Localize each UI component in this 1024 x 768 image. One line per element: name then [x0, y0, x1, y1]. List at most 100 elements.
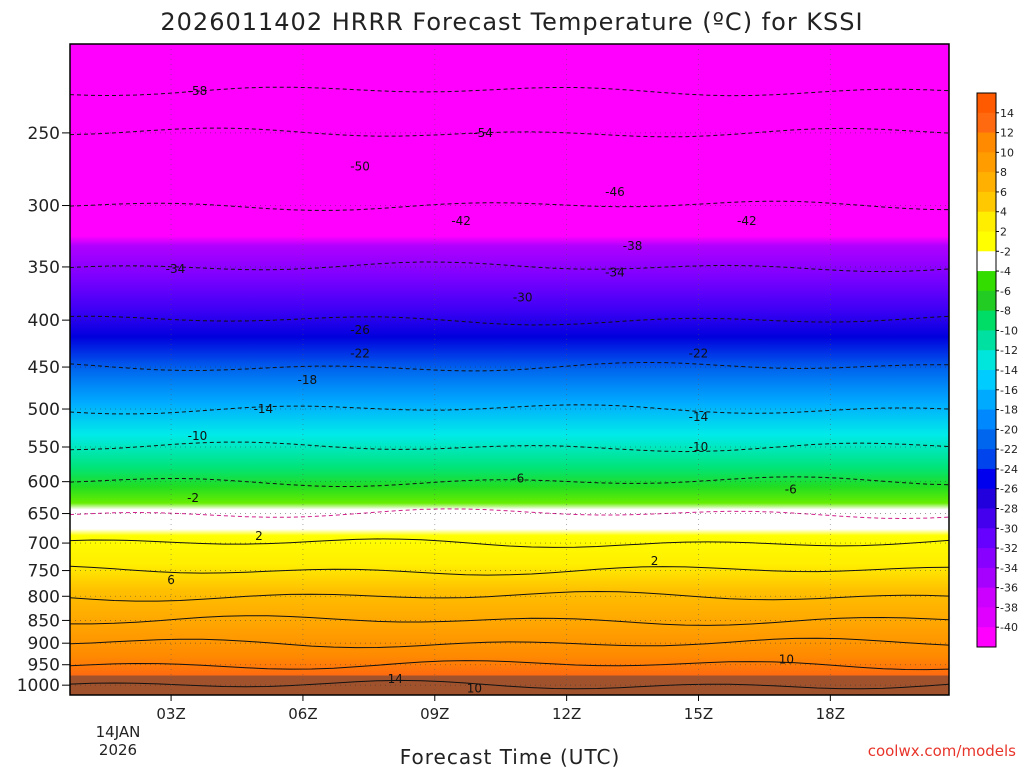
- colorbar-tick-5: 4: [1000, 206, 1007, 219]
- colorbar-tick-22: -32: [1000, 542, 1018, 555]
- colorbar-tick-17: -22: [1000, 443, 1018, 456]
- colorbar-swatch-9: [977, 271, 996, 292]
- y-tick-650: 650: [28, 505, 60, 525]
- contour-label-13: -18: [298, 373, 318, 387]
- y-axis: 250 300 350 400 450 500 550 600 650 700 750 800 850 9…: [17, 124, 70, 696]
- contour-label-0: -58: [188, 84, 208, 98]
- colorbar-swatch-27: [977, 627, 996, 648]
- contour-line-750: [70, 565, 949, 576]
- colorbar-tick-20: -28: [1000, 503, 1018, 516]
- colorbar-tick-6: 2: [1000, 226, 1007, 239]
- contour-label-20: -2: [187, 491, 199, 505]
- colorbar-tick-11: -10: [1000, 324, 1018, 337]
- colorbar-swatch-15: [977, 389, 996, 411]
- colorbar-swatch-4: [977, 172, 996, 193]
- colorbar-tick-13: -14: [1000, 364, 1018, 377]
- y-tick-250: 250: [28, 124, 60, 144]
- contour-label-17: -10: [689, 440, 709, 454]
- y-tick-450: 450: [28, 358, 60, 378]
- contour-lines: [70, 86, 949, 690]
- contour-label-18: -6: [512, 471, 524, 485]
- contour-label-25: 14: [388, 672, 403, 686]
- colorbar-tick-8: -4: [1000, 265, 1011, 278]
- y-tick-800: 800: [28, 587, 60, 607]
- x-tick-15Z: 15Z: [684, 705, 713, 723]
- colorbar-tick-15: -18: [1000, 404, 1018, 417]
- contour-line-900: [70, 637, 949, 649]
- colorbar-swatch-10: [977, 290, 996, 312]
- temperature-field: [70, 44, 949, 695]
- contour-line-950: [70, 660, 949, 671]
- x-tick-09Z: 09Z: [420, 705, 449, 723]
- colorbar-tick-1: 12: [1000, 127, 1014, 140]
- x-tick-03Z: 03Z: [156, 705, 185, 723]
- colorbar-swatch-23: [977, 548, 996, 569]
- x-tick-date-line1: 14JAN: [96, 723, 141, 741]
- y-tick-700: 700: [28, 534, 60, 554]
- contour-label-24: 10: [779, 653, 794, 667]
- colorbar-swatch-19: [977, 468, 996, 490]
- colorbar-tick-16: -20: [1000, 423, 1018, 436]
- contour-line-850: [70, 615, 949, 626]
- colorbar-tick-18: -24: [1000, 463, 1018, 476]
- colorbar-swatch-20: [977, 488, 996, 509]
- y-tick-400: 400: [28, 311, 60, 331]
- colorbar-tick-0: 14: [1000, 107, 1014, 120]
- colorbar-tick-19: -26: [1000, 483, 1018, 496]
- colorbar-swatch-6: [977, 211, 996, 232]
- contour-label-26: 10: [467, 681, 482, 695]
- contour-line-1000: [70, 679, 949, 690]
- contour-label-14: -14: [254, 402, 274, 416]
- colorbar-tick-2: 10: [1000, 146, 1014, 159]
- contour-label-2: -50: [350, 159, 370, 173]
- y-tick-1000: 1000: [17, 676, 60, 696]
- colorbar-swatch-26: [977, 607, 996, 628]
- contour-label-15: -14: [689, 410, 709, 424]
- y-tick-750: 750: [28, 562, 60, 582]
- colorbar-swatch-12: [977, 330, 996, 351]
- colorbar-tick-12: -12: [1000, 344, 1018, 357]
- colorbar-swatch-18: [977, 449, 996, 470]
- x-axis-label: Forecast Time (UTC): [400, 745, 621, 768]
- colorbar-tick-21: -30: [1000, 522, 1018, 535]
- y-tick-350: 350: [28, 258, 60, 278]
- contour-label-9: -30: [513, 291, 533, 305]
- y-tick-850: 850: [28, 611, 60, 631]
- contour-label-1: -54: [473, 126, 493, 140]
- colorbar-swatch-16: [977, 409, 996, 430]
- contour-label-6: -38: [623, 239, 643, 253]
- contour-label-5: -42: [737, 214, 757, 228]
- y-tick-550: 550: [28, 438, 60, 458]
- contour-line-700: [70, 538, 949, 548]
- colorbar-tick-4: 6: [1000, 186, 1007, 199]
- colorbar-swatch-7: [977, 231, 996, 252]
- colorbar-tick-7: -2: [1000, 245, 1011, 258]
- contour-labels: -58-54-50-46-42 -42-38-34 -34-30-26-22 -22-…: [166, 84, 797, 695]
- x-tick-date-line2: 2026: [99, 741, 137, 759]
- y-tick-900: 900: [28, 634, 60, 654]
- x-tick-12Z: 12Z: [552, 705, 581, 723]
- colorbar-swatch-17: [977, 429, 996, 450]
- colorbar-swatch-13: [977, 350, 996, 371]
- contour-label-12: -22: [689, 347, 709, 361]
- colorbar-tick-3: 8: [1000, 166, 1007, 179]
- contour-label-4: -42: [451, 214, 471, 228]
- colorbar-tick-14: -16: [1000, 384, 1018, 397]
- colorbar-swatch-0: [977, 93, 996, 114]
- colorbar-swatch-24: [977, 567, 996, 589]
- chart-title: 2026011402 HRRR Forecast Temperature (ºC…: [160, 8, 863, 36]
- colorbar-swatch-22: [977, 528, 996, 549]
- colorbar-tick-25: -38: [1000, 601, 1018, 614]
- contour-line-800: [70, 590, 949, 602]
- colorbar-swatch-2: [977, 132, 996, 153]
- contour-label-7: -34: [166, 262, 186, 276]
- credit-text: coolwx.com/models: [868, 742, 1016, 760]
- colorbar-tick-23: -34: [1000, 562, 1018, 575]
- y-tick-300: 300: [28, 197, 60, 217]
- contour-label-8: -34: [605, 266, 625, 280]
- colorbar: 14 12 10 8 6 4 2 -2 -4 -6 -8 -10 -12 -14 -16 -18 -20 -22 -…: [976, 92, 1018, 648]
- colorbar-swatch-1: [977, 112, 996, 134]
- plot-grid: [70, 44, 949, 695]
- colorbar-swatch-8: [977, 251, 996, 272]
